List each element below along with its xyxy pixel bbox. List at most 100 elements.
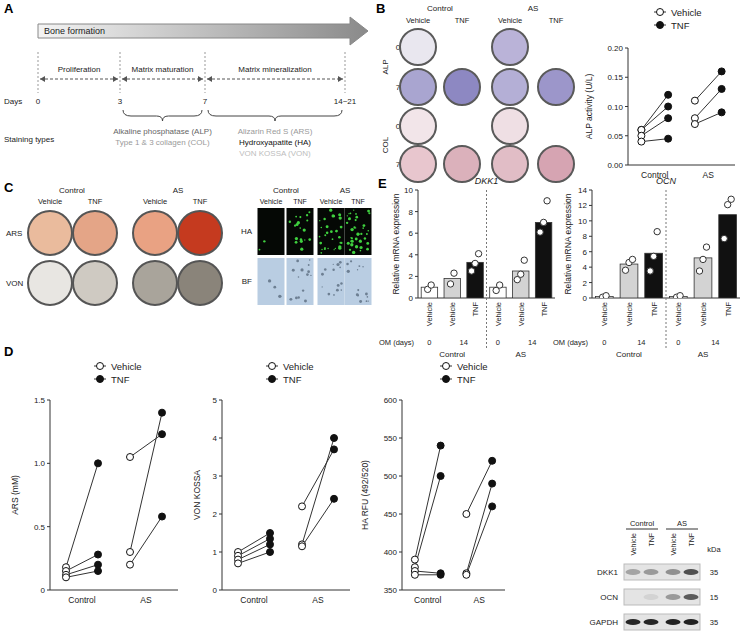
texture <box>350 240 352 242</box>
texture <box>324 248 326 250</box>
label: Control <box>616 350 642 359</box>
pair-line <box>238 552 270 563</box>
label: AS <box>340 186 351 195</box>
point <box>95 551 102 558</box>
texture <box>304 300 307 303</box>
texture <box>340 226 343 229</box>
point <box>159 513 166 520</box>
point <box>411 571 418 578</box>
label: TNF <box>648 533 655 547</box>
label: TNF <box>193 197 208 206</box>
texture <box>306 219 308 221</box>
texture <box>350 228 353 231</box>
tick-label: 350 <box>384 586 398 595</box>
bar <box>694 258 712 298</box>
point <box>696 268 702 274</box>
divider <box>38 52 39 93</box>
texture <box>348 213 349 214</box>
label: TNF <box>455 16 470 25</box>
texture <box>296 260 299 263</box>
pair-line <box>130 413 162 552</box>
bar <box>513 271 529 298</box>
texture <box>295 241 298 244</box>
texture <box>357 269 358 270</box>
point <box>677 292 683 298</box>
y-tick <box>47 463 50 464</box>
tick-label: 1.5 <box>34 396 46 405</box>
texture <box>347 270 350 273</box>
pair-line <box>66 565 98 575</box>
legend-marker <box>443 363 450 370</box>
category-label: Vehicle <box>674 302 683 326</box>
point <box>665 135 672 142</box>
tick-label: 8 <box>409 208 414 217</box>
y-tick <box>625 48 628 49</box>
blot-band <box>684 569 699 575</box>
texture <box>339 261 342 264</box>
texture <box>302 289 304 291</box>
label: 7 <box>203 97 208 106</box>
tick-label: 3 <box>213 472 218 481</box>
group-separator <box>666 190 667 348</box>
axis-label: Relative mRNA expression <box>391 193 401 294</box>
label: Vehicle <box>670 533 677 556</box>
texture <box>339 216 342 219</box>
label: Bone formation <box>44 26 105 36</box>
texture <box>366 242 369 245</box>
label: VON <box>6 279 24 288</box>
label: ALP <box>381 59 390 74</box>
point <box>331 435 338 442</box>
category-label: Vehicle <box>448 302 457 326</box>
legend-marker <box>657 22 664 29</box>
texture <box>359 246 362 249</box>
texture <box>347 242 350 245</box>
texture <box>321 249 322 250</box>
label: Vehicle <box>38 197 62 206</box>
legend-label: Vehicle <box>283 361 314 372</box>
texture <box>366 233 368 235</box>
pair-line <box>66 463 98 567</box>
point <box>622 267 628 273</box>
well-image <box>133 211 177 255</box>
point <box>489 457 496 464</box>
y-tick <box>399 476 402 477</box>
texture <box>278 295 281 298</box>
axis-label: HA RFU (492/520) <box>360 460 370 530</box>
point <box>650 253 656 259</box>
micrograph <box>258 208 285 255</box>
texture <box>332 238 334 240</box>
well-image <box>28 211 72 255</box>
y-tick <box>219 514 222 515</box>
texture <box>362 227 364 229</box>
pair-line <box>130 517 162 565</box>
point <box>521 257 527 263</box>
texture <box>338 236 341 239</box>
tick-label: 0 <box>583 294 588 303</box>
tick-label: 1 <box>213 548 218 557</box>
label: Control <box>427 4 453 13</box>
texture <box>297 296 299 298</box>
legend-marker <box>657 9 664 16</box>
arrowhead <box>40 76 45 82</box>
point <box>468 268 474 274</box>
texture <box>295 216 297 218</box>
texture <box>366 300 368 302</box>
tick-label: 4 <box>583 263 588 272</box>
texture <box>335 248 336 249</box>
y-tick <box>415 211 418 212</box>
legend-label: TNF <box>457 374 476 385</box>
texture <box>308 211 310 213</box>
point <box>95 460 102 467</box>
texture <box>324 268 327 271</box>
y-axis <box>222 400 223 590</box>
label: 35 <box>710 568 718 577</box>
y-tick <box>219 590 222 591</box>
blot-band <box>644 569 659 575</box>
y-tick <box>399 438 402 439</box>
well-image <box>400 146 436 182</box>
texture <box>304 239 305 240</box>
micrograph <box>318 208 345 255</box>
micrograph <box>318 258 345 305</box>
texture <box>368 212 370 214</box>
category-label: Vehicle <box>494 302 503 326</box>
